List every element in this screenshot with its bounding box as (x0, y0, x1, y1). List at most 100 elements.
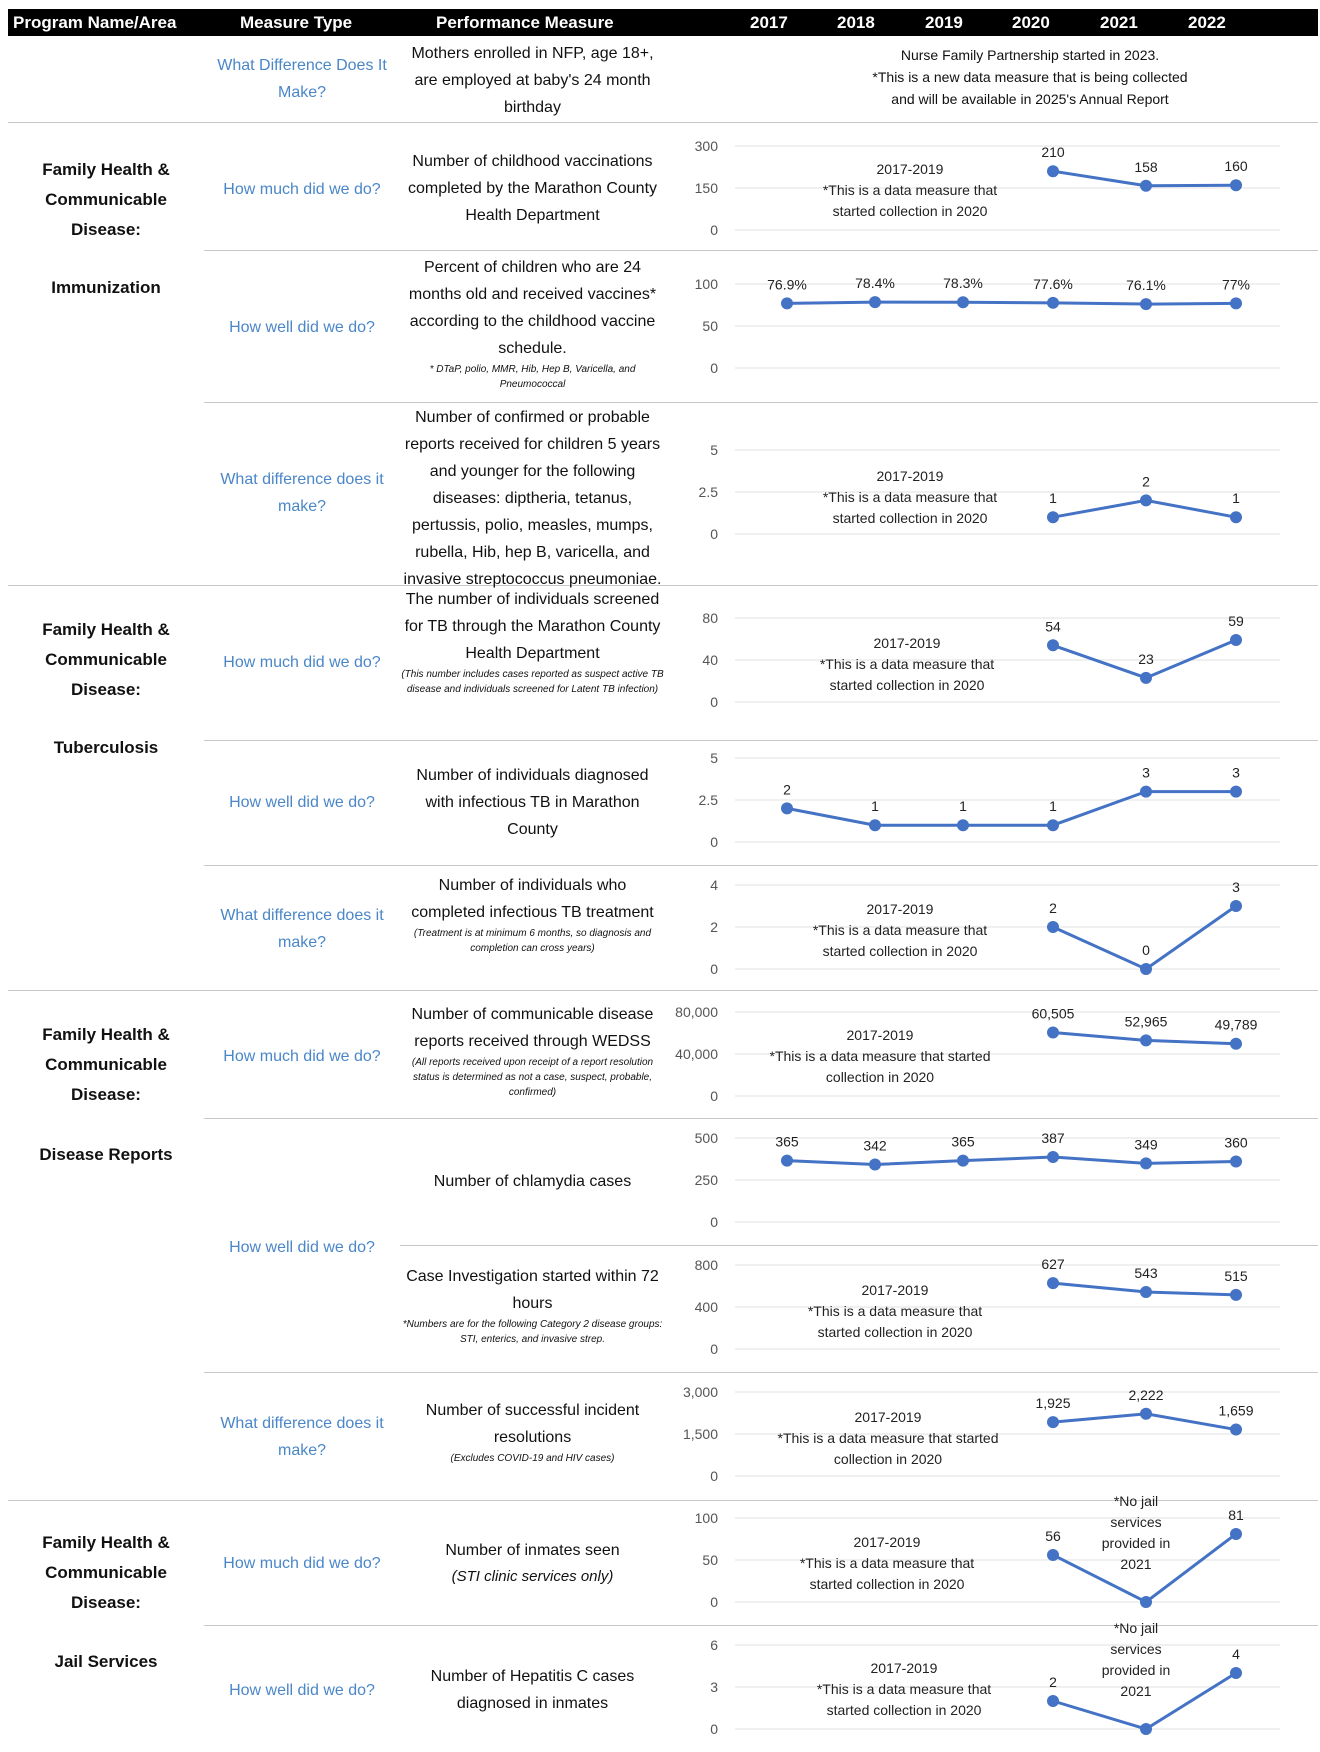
y-tick-label: 4 (710, 877, 718, 893)
y-tick-label: 1,500 (683, 1426, 718, 1442)
data-point (1140, 1285, 1152, 1298)
series-line (786, 790, 1236, 827)
header-performance-measure: Performance Measure (436, 13, 614, 32)
data-point (1230, 1527, 1242, 1540)
data-point (1047, 921, 1059, 933)
y-tick-label: 50 (702, 318, 718, 334)
data-point (1047, 1548, 1059, 1561)
data-label: 1 (959, 798, 967, 814)
series-line (786, 1155, 1237, 1167)
data-label: 1 (871, 798, 879, 814)
data-point (781, 297, 793, 310)
y-tick-label: 6 (710, 1637, 718, 1653)
measure-type-tb-screened: How much did we do? (223, 654, 381, 671)
chart-note: started collection in 2020 (823, 943, 978, 959)
data-label: 2 (783, 781, 791, 797)
chart-note: *This is a data measure that (820, 656, 994, 672)
measure-case-investigation: Case Investigation started within 72 hou… (402, 1268, 663, 1345)
section-jail-services-title: Family Health & Communicable Disease: (42, 1533, 170, 1612)
data-label: 3 (1232, 765, 1240, 781)
data-point (1230, 511, 1242, 524)
header-year-2018: 2018 (837, 13, 875, 32)
table-header: Program Name/Area Measure Type Performan… (8, 9, 1318, 36)
measure-type-vaccinations: How much did we do? (223, 181, 381, 198)
chart-note: 2017-2019 (867, 901, 934, 917)
data-label: 60,505 (1032, 1005, 1075, 1021)
data-label: 365 (775, 1134, 799, 1150)
section-disease-reports-title: Family Health & Communicable Disease: (42, 1025, 170, 1104)
y-tick-label: 0 (710, 961, 718, 977)
header-year-2021: 2021 (1100, 13, 1138, 32)
data-point (1140, 298, 1152, 311)
chart-note: 2017-2019 (874, 635, 941, 651)
chart-annotation: services (1110, 1641, 1161, 1657)
data-point (1230, 179, 1242, 192)
measure-type-nfp: What Difference Does It Make? (217, 57, 387, 101)
row-divider (204, 402, 1318, 403)
data-label: 81 (1228, 1507, 1244, 1523)
y-tick-label: 0 (710, 1341, 718, 1357)
data-label: 160 (1224, 158, 1248, 174)
measure-vaccine-percent: Percent of children who are 24 months ol… (408, 259, 657, 390)
data-label: 0 (1142, 942, 1150, 958)
data-label: 210 (1041, 144, 1065, 160)
data-point (1140, 1034, 1152, 1047)
data-point (1230, 785, 1242, 798)
y-tick-label: 100 (695, 276, 719, 292)
chart-note: *This is a data measure that (817, 1681, 991, 1697)
section-tuberculosis-title: Family Health & Communicable Disease: (42, 620, 170, 699)
y-tick-label: 2 (710, 919, 718, 935)
header-year-2022: 2022 (1188, 13, 1226, 32)
data-label: 543 (1134, 1265, 1158, 1281)
data-point (1140, 494, 1152, 507)
measure-nfp: Mothers enrolled in NFP, age 18+, are em… (411, 45, 654, 116)
data-point (1140, 1723, 1152, 1735)
section-jail-services-name: Jail Services (54, 1652, 158, 1671)
y-tick-label: 80,000 (675, 1004, 718, 1020)
chart-note: collection in 2020 (826, 1069, 934, 1085)
y-tick-label: 0 (710, 526, 718, 542)
measure-tb-diagnosed: Number of individuals diagnosed with inf… (416, 767, 649, 838)
chart-annotation: 2021 (1120, 1683, 1151, 1699)
measure-type-tb-treatment: What difference does it make? (220, 907, 384, 951)
chart-note: collection in 2020 (834, 1451, 942, 1467)
data-point (781, 1154, 793, 1167)
data-label: 387 (1041, 1130, 1065, 1146)
data-point (1230, 297, 1242, 310)
measure-type-tb-diagnosed: How well did we do? (229, 794, 375, 811)
chart-note: started collection in 2020 (818, 1324, 973, 1340)
chart-note: *This is a data measure that started (778, 1430, 999, 1446)
data-label: 4 (1232, 1646, 1240, 1662)
section-disease-reports-name: Disease Reports (39, 1145, 173, 1164)
data-label: 49,789 (1215, 1017, 1258, 1033)
y-tick-label: 800 (695, 1257, 719, 1273)
y-tick-label: 250 (695, 1172, 719, 1188)
series-line (786, 300, 1237, 306)
data-label: 3 (1142, 765, 1150, 781)
data-label: 2 (1142, 473, 1150, 489)
data-label: 76.9% (767, 276, 807, 292)
y-tick-label: 150 (695, 180, 719, 196)
data-point (1140, 671, 1152, 684)
chart-note: *This is a data measure that started (770, 1048, 991, 1064)
row-divider (8, 585, 1318, 586)
measure-child-reports: Number of confirmed or probable reports … (403, 409, 662, 588)
chart-note: started collection in 2020 (833, 510, 988, 526)
series-line (1052, 904, 1237, 971)
data-point (1140, 179, 1152, 192)
chart-annotation: 2021 (1120, 1556, 1151, 1572)
row-divider (204, 1372, 1318, 1373)
data-label: 52,965 (1125, 1013, 1168, 1029)
data-point (1230, 1423, 1242, 1436)
data-point (1047, 1277, 1059, 1290)
data-point (1047, 1416, 1059, 1429)
data-point (1140, 1596, 1152, 1608)
y-tick-label: 300 (695, 138, 719, 154)
row-divider (204, 1625, 1318, 1626)
measure-type-hepc: How well did we do? (229, 1682, 375, 1699)
y-tick-label: 100 (695, 1510, 719, 1526)
data-point (1140, 1407, 1152, 1420)
chart-note: *This is a data measure that (823, 182, 997, 198)
measure-tb-treatment: Number of individuals who completed infe… (411, 877, 654, 954)
header-program: Program Name/Area (13, 13, 177, 32)
